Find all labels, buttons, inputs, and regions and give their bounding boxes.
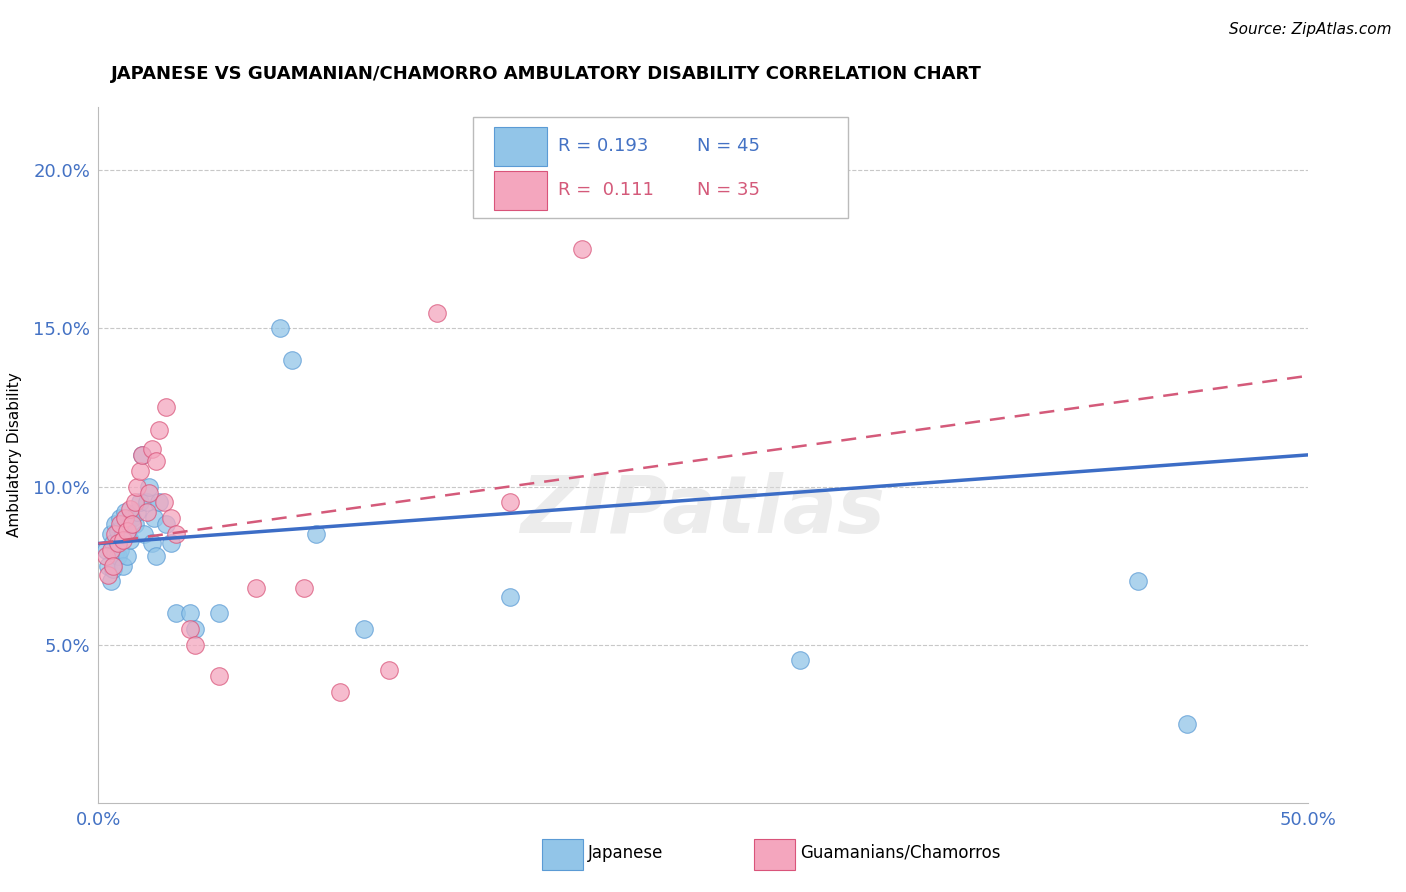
Point [269,321,291,335]
Text: Source: ZipAtlas.com: Source: ZipAtlas.com [1229,22,1392,37]
Point [128,495,150,509]
Point [179,622,201,636]
Point [101,536,124,550]
Point [135,505,157,519]
Point [108,517,131,532]
Point [353,622,375,636]
Point [148,495,170,509]
Point [121,511,143,525]
Point [305,527,328,541]
Point [208,669,231,683]
Point [94,542,117,557]
Point [117,549,139,563]
Point [148,423,170,437]
Point [108,511,131,525]
Point [104,517,127,532]
Point [107,536,129,550]
Point [131,448,153,462]
FancyBboxPatch shape [474,118,848,219]
Text: N = 45: N = 45 [697,137,761,155]
Point [104,527,127,541]
Point [160,536,183,550]
Point [108,542,131,557]
Text: R =  0.111: R = 0.111 [558,181,654,199]
Point [145,454,167,468]
Point [104,546,127,560]
Point [111,533,134,548]
Point [179,606,201,620]
Point [1128,574,1150,589]
Point [100,542,122,557]
Text: N = 35: N = 35 [697,181,761,199]
Point [127,505,149,519]
Point [571,243,593,257]
Point [111,527,134,541]
Point [498,591,520,605]
Point [498,495,520,509]
Point [155,517,177,532]
Point [101,562,124,576]
Point [165,527,187,541]
Point [114,505,136,519]
Point [107,549,129,563]
FancyBboxPatch shape [754,839,794,870]
Point [377,663,399,677]
Point [117,524,139,538]
Point [619,179,641,194]
Point [165,606,187,620]
Point [329,685,352,699]
Point [111,558,134,573]
Text: R = 0.193: R = 0.193 [558,137,648,155]
Point [141,442,163,456]
FancyBboxPatch shape [543,839,583,870]
Point [118,501,141,516]
Y-axis label: Ambulatory Disability: Ambulatory Disability [7,373,22,537]
Text: Japanese: Japanese [588,844,664,862]
Point [124,495,146,509]
Point [117,521,139,535]
Point [121,517,143,532]
Text: JAPANESE VS GUAMANIAN/CHAMORRO AMBULATORY DISABILITY CORRELATION CHART: JAPANESE VS GUAMANIAN/CHAMORRO AMBULATOR… [111,65,981,83]
Point [118,533,141,548]
Point [138,479,160,493]
Point [124,517,146,532]
Point [184,622,207,636]
Point [145,549,167,563]
FancyBboxPatch shape [494,127,547,166]
Point [101,558,124,573]
Point [789,653,811,667]
Point [131,448,153,462]
Point [134,527,156,541]
Point [155,401,177,415]
Point [1175,716,1198,731]
Point [184,638,207,652]
Text: ZIPatlas: ZIPatlas [520,472,886,549]
Point [107,524,129,538]
Point [292,581,315,595]
Point [138,486,160,500]
Point [127,479,149,493]
Point [281,353,304,368]
Point [94,549,117,563]
Point [141,536,163,550]
Point [135,495,157,509]
Point [114,511,136,525]
Point [152,495,174,509]
Point [97,558,120,573]
Point [245,581,267,595]
Text: Guamanians/Chamorros: Guamanians/Chamorros [800,844,1000,862]
Point [100,527,122,541]
Point [128,464,150,478]
FancyBboxPatch shape [494,171,547,210]
Point [100,574,122,589]
Point [160,511,183,525]
Point [208,606,231,620]
Point [97,568,120,582]
Point [426,305,449,319]
Point [143,511,166,525]
